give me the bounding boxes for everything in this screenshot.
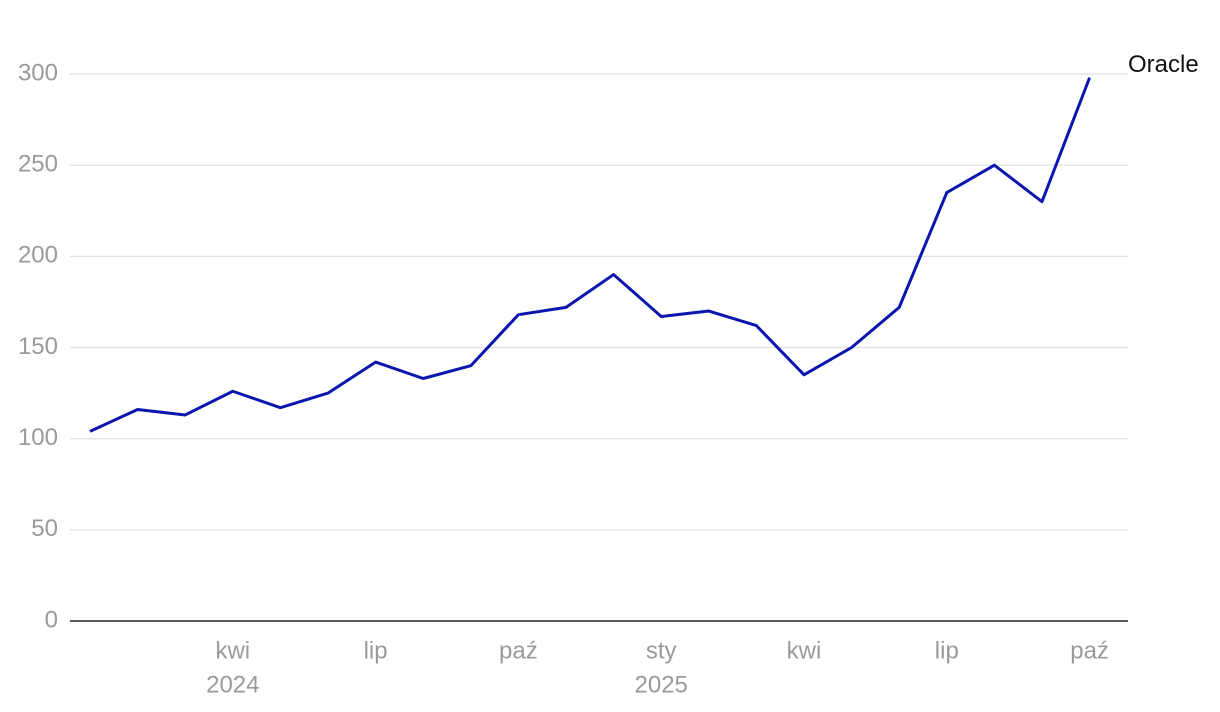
y-tick-label: 0 — [45, 606, 58, 633]
x-tick-label: lip — [935, 637, 959, 664]
y-tick-label: 100 — [18, 424, 58, 451]
x-tick-year: 2025 — [635, 671, 688, 698]
series-line — [89, 77, 1092, 433]
y-tick-label: 50 — [31, 515, 58, 542]
x-tick-label: lip — [364, 637, 388, 664]
y-tick-label: 250 — [18, 151, 58, 178]
x-tick-label: kwi — [787, 637, 822, 664]
x-tick-year: 2024 — [206, 671, 259, 698]
x-tick-label: paź — [499, 637, 538, 664]
y-tick-label: 200 — [18, 242, 58, 269]
x-tick-label: kwi — [215, 637, 250, 664]
series-label: Oracle — [1128, 51, 1199, 78]
x-tick-label: paź — [1070, 637, 1109, 664]
x-tick-label: sty — [646, 637, 677, 664]
y-tick-label: 150 — [18, 333, 58, 360]
y-tick-label: 300 — [18, 59, 58, 86]
